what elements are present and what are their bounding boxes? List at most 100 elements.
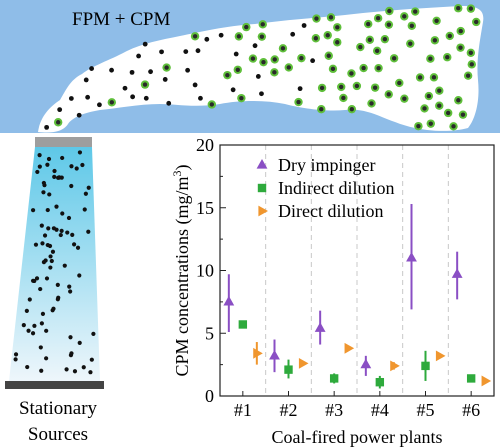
stack-particle xyxy=(34,276,40,281)
cpm-particle-core xyxy=(366,21,371,27)
cpm-particle-core xyxy=(235,67,240,72)
cpm-particle-core xyxy=(417,75,423,80)
cpm-particle-core xyxy=(456,98,461,103)
stack-particle xyxy=(59,228,64,233)
fpm-particle xyxy=(233,51,239,57)
cpm-particle-core xyxy=(354,83,360,89)
fpm-particle xyxy=(301,23,307,28)
cpm-particle-core xyxy=(397,80,402,86)
fpm-particle xyxy=(89,66,94,71)
legend-marker xyxy=(257,183,267,193)
data-point xyxy=(375,377,385,387)
fpm-particle xyxy=(130,94,136,100)
cpm-particle-core xyxy=(409,23,415,28)
data-marks xyxy=(223,203,492,389)
stack-particle xyxy=(77,340,82,345)
data-point xyxy=(451,268,463,278)
fpm-particle xyxy=(122,85,128,91)
stack-particle xyxy=(68,289,73,294)
cpm-particle-core xyxy=(387,8,392,14)
stack-particle xyxy=(67,284,72,289)
x-tick-label: #1 xyxy=(234,400,252,420)
fpm-particle xyxy=(159,49,164,55)
stack-particle xyxy=(45,162,50,167)
stack-particle xyxy=(72,369,78,374)
fpm-particle xyxy=(297,86,303,92)
cpm-particle-core xyxy=(391,56,397,61)
stack-particle xyxy=(41,190,46,195)
stack-particle xyxy=(50,249,56,254)
x-tick-label: #5 xyxy=(417,400,435,420)
data-point xyxy=(435,350,446,362)
y-axis-label-prefix: CPM concentrations (mg/m xyxy=(172,177,193,377)
fpm-particle xyxy=(195,48,201,54)
cpm-particle-core xyxy=(458,45,463,50)
y-tick-label: 0 xyxy=(205,386,214,406)
stack-particle xyxy=(57,175,62,180)
cpm-particle-core xyxy=(458,28,463,34)
stack-particle xyxy=(48,265,53,270)
stack-particle xyxy=(39,223,44,228)
stack-particle xyxy=(40,311,46,317)
cpm-particle-core xyxy=(330,66,336,72)
stack-particle xyxy=(44,276,50,281)
stack-particle xyxy=(64,367,69,372)
fpm-particle xyxy=(218,32,224,38)
stack-particle xyxy=(86,185,91,190)
stack-particle xyxy=(77,273,82,278)
fpm-particle xyxy=(44,124,50,130)
cpm-particle-core xyxy=(375,16,381,21)
cpm-particle-core xyxy=(142,82,148,87)
cpm-particle-core xyxy=(325,33,330,38)
cpm-particle-core xyxy=(445,55,450,60)
cpm-particle-core xyxy=(426,93,432,99)
cpm-particle-core xyxy=(468,6,474,11)
stack-particle xyxy=(46,156,52,162)
stack-particle xyxy=(77,150,83,155)
fpm-particle xyxy=(136,53,141,59)
stack-particle xyxy=(89,357,94,362)
x-tick-label: #6 xyxy=(462,400,480,420)
stack-particle xyxy=(13,357,18,362)
x-axis-label: Coal-fired power plants xyxy=(272,427,443,447)
cpm-particle-core xyxy=(339,84,344,90)
stack-particle xyxy=(47,192,52,197)
cpm-particle-core xyxy=(474,19,479,25)
legend-label: Indirect dilution xyxy=(278,178,394,198)
cpm-particle-core xyxy=(386,92,391,97)
data-point xyxy=(481,375,492,387)
fpm-particle xyxy=(192,82,198,88)
stack-particle xyxy=(52,174,57,179)
stack-particle xyxy=(27,297,32,302)
fpm-particle xyxy=(198,95,203,101)
stack-particle xyxy=(21,323,26,328)
cpm-particle-core xyxy=(314,16,319,21)
cpm-particle-core xyxy=(209,102,215,107)
category-separators xyxy=(265,145,449,396)
cpm-particle-core xyxy=(272,70,277,75)
stack-particle xyxy=(44,356,49,361)
data-point xyxy=(298,357,309,369)
stack-particle xyxy=(55,297,60,302)
stack-particle xyxy=(51,226,56,231)
y-tick-label: 10 xyxy=(196,261,214,281)
data-point xyxy=(314,322,326,332)
cpm-particle-core xyxy=(164,65,169,70)
stack-particle xyxy=(71,242,77,247)
fpm-particle xyxy=(68,96,74,101)
cpm-particle-core xyxy=(422,106,427,111)
stack-particle xyxy=(37,164,42,169)
fpm-particle xyxy=(148,69,153,75)
stack-particle xyxy=(26,328,31,333)
fpm-particle xyxy=(255,74,261,79)
cpm-particle-core xyxy=(428,56,433,61)
stack-particle xyxy=(38,286,43,292)
stack-particle xyxy=(54,204,59,209)
particle-dots xyxy=(44,4,481,131)
cpm-particle-core xyxy=(434,18,439,23)
data-point xyxy=(390,360,400,372)
cpm-particle-core xyxy=(460,112,466,117)
y-axis-label: CPM concentrations (mg/m3) xyxy=(170,165,193,377)
legend: Dry impinger Indirect dilution Direct dilu… xyxy=(256,155,394,221)
cpm-particle-core xyxy=(469,62,474,67)
